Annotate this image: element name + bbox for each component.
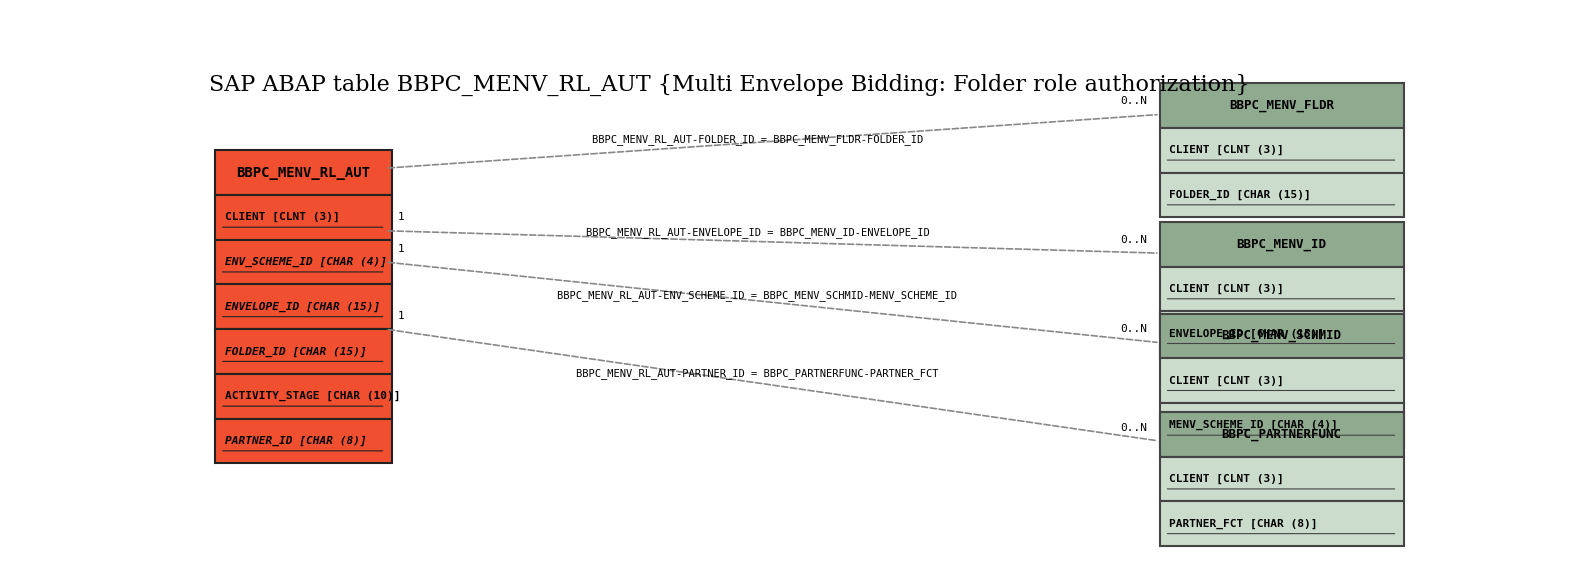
Text: CLIENT [CLNT (3)]: CLIENT [CLNT (3)] [1169,145,1284,155]
FancyBboxPatch shape [216,419,392,464]
Text: FOLDER_ID [CHAR (15)]: FOLDER_ID [CHAR (15)] [1169,190,1312,200]
Text: BBPC_PARTNERFUNC: BBPC_PARTNERFUNC [1222,428,1342,441]
FancyBboxPatch shape [1159,222,1403,267]
FancyBboxPatch shape [1159,128,1403,173]
FancyBboxPatch shape [1159,412,1403,457]
Text: ACTIVITY_STAGE [CHAR (10)]: ACTIVITY_STAGE [CHAR (10)] [225,391,400,401]
Text: ENV_SCHEME_ID [CHAR (4)]: ENV_SCHEME_ID [CHAR (4)] [225,257,387,267]
Text: SAP ABAP table BBPC_MENV_RL_AUT {Multi Envelope Bidding: Folder role authorizati: SAP ABAP table BBPC_MENV_RL_AUT {Multi E… [209,74,1249,96]
Text: BBPC_MENV_SCHMID: BBPC_MENV_SCHMID [1222,329,1342,342]
Text: 0..N: 0..N [1120,96,1148,106]
Text: 0..N: 0..N [1120,324,1148,334]
FancyBboxPatch shape [216,240,392,285]
Text: CLIENT [CLNT (3)]: CLIENT [CLNT (3)] [1169,375,1284,386]
Text: 1: 1 [398,243,404,254]
FancyBboxPatch shape [1159,173,1403,217]
Text: 0..N: 0..N [1120,422,1148,433]
FancyBboxPatch shape [1159,501,1403,546]
Text: 0..N: 0..N [1120,235,1148,245]
FancyBboxPatch shape [1159,267,1403,311]
FancyBboxPatch shape [1159,314,1403,358]
Text: ENVELOPE_ID [CHAR (15)]: ENVELOPE_ID [CHAR (15)] [1169,329,1324,339]
FancyBboxPatch shape [216,195,392,240]
Text: BBPC_MENV_RL_AUT-ENVELOPE_ID = BBPC_MENV_ID-ENVELOPE_ID: BBPC_MENV_RL_AUT-ENVELOPE_ID = BBPC_MENV… [585,228,930,238]
Text: PARTNER_FCT [CHAR (8)]: PARTNER_FCT [CHAR (8)] [1169,519,1318,529]
FancyBboxPatch shape [216,285,392,329]
Text: 1: 1 [398,311,404,321]
FancyBboxPatch shape [1159,358,1403,403]
FancyBboxPatch shape [1159,403,1403,448]
FancyBboxPatch shape [216,374,392,419]
Text: BBPC_MENV_ID: BBPC_MENV_ID [1236,238,1326,250]
Text: CLIENT [CLNT (3)]: CLIENT [CLNT (3)] [1169,474,1284,484]
FancyBboxPatch shape [216,329,392,374]
Text: BBPC_MENV_RL_AUT-PARTNER_ID = BBPC_PARTNERFUNC-PARTNER_FCT: BBPC_MENV_RL_AUT-PARTNER_ID = BBPC_PARTN… [576,368,939,379]
Text: MENV_SCHEME_ID [CHAR (4)]: MENV_SCHEME_ID [CHAR (4)] [1169,420,1339,431]
Text: BBPC_MENV_RL_AUT-FOLDER_ID = BBPC_MENV_FLDR-FOLDER_ID: BBPC_MENV_RL_AUT-FOLDER_ID = BBPC_MENV_F… [591,134,923,145]
Text: ENVELOPE_ID [CHAR (15)]: ENVELOPE_ID [CHAR (15)] [225,302,381,312]
Text: CLIENT [CLNT (3)]: CLIENT [CLNT (3)] [225,212,340,223]
FancyBboxPatch shape [1159,457,1403,501]
Text: PARTNER_ID [CHAR (8)]: PARTNER_ID [CHAR (8)] [225,436,367,446]
FancyBboxPatch shape [1159,83,1403,128]
FancyBboxPatch shape [1159,311,1403,356]
Text: BBPC_MENV_RL_AUT-ENV_SCHEME_ID = BBPC_MENV_SCHMID-MENV_SCHEME_ID: BBPC_MENV_RL_AUT-ENV_SCHEME_ID = BBPC_ME… [557,290,958,301]
Text: CLIENT [CLNT (3)]: CLIENT [CLNT (3)] [1169,284,1284,294]
Text: BBPC_MENV_RL_AUT: BBPC_MENV_RL_AUT [236,166,370,180]
Text: 1: 1 [398,212,404,223]
Text: FOLDER_ID [CHAR (15)]: FOLDER_ID [CHAR (15)] [225,346,367,357]
FancyBboxPatch shape [216,150,392,195]
Text: BBPC_MENV_FLDR: BBPC_MENV_FLDR [1229,99,1334,112]
